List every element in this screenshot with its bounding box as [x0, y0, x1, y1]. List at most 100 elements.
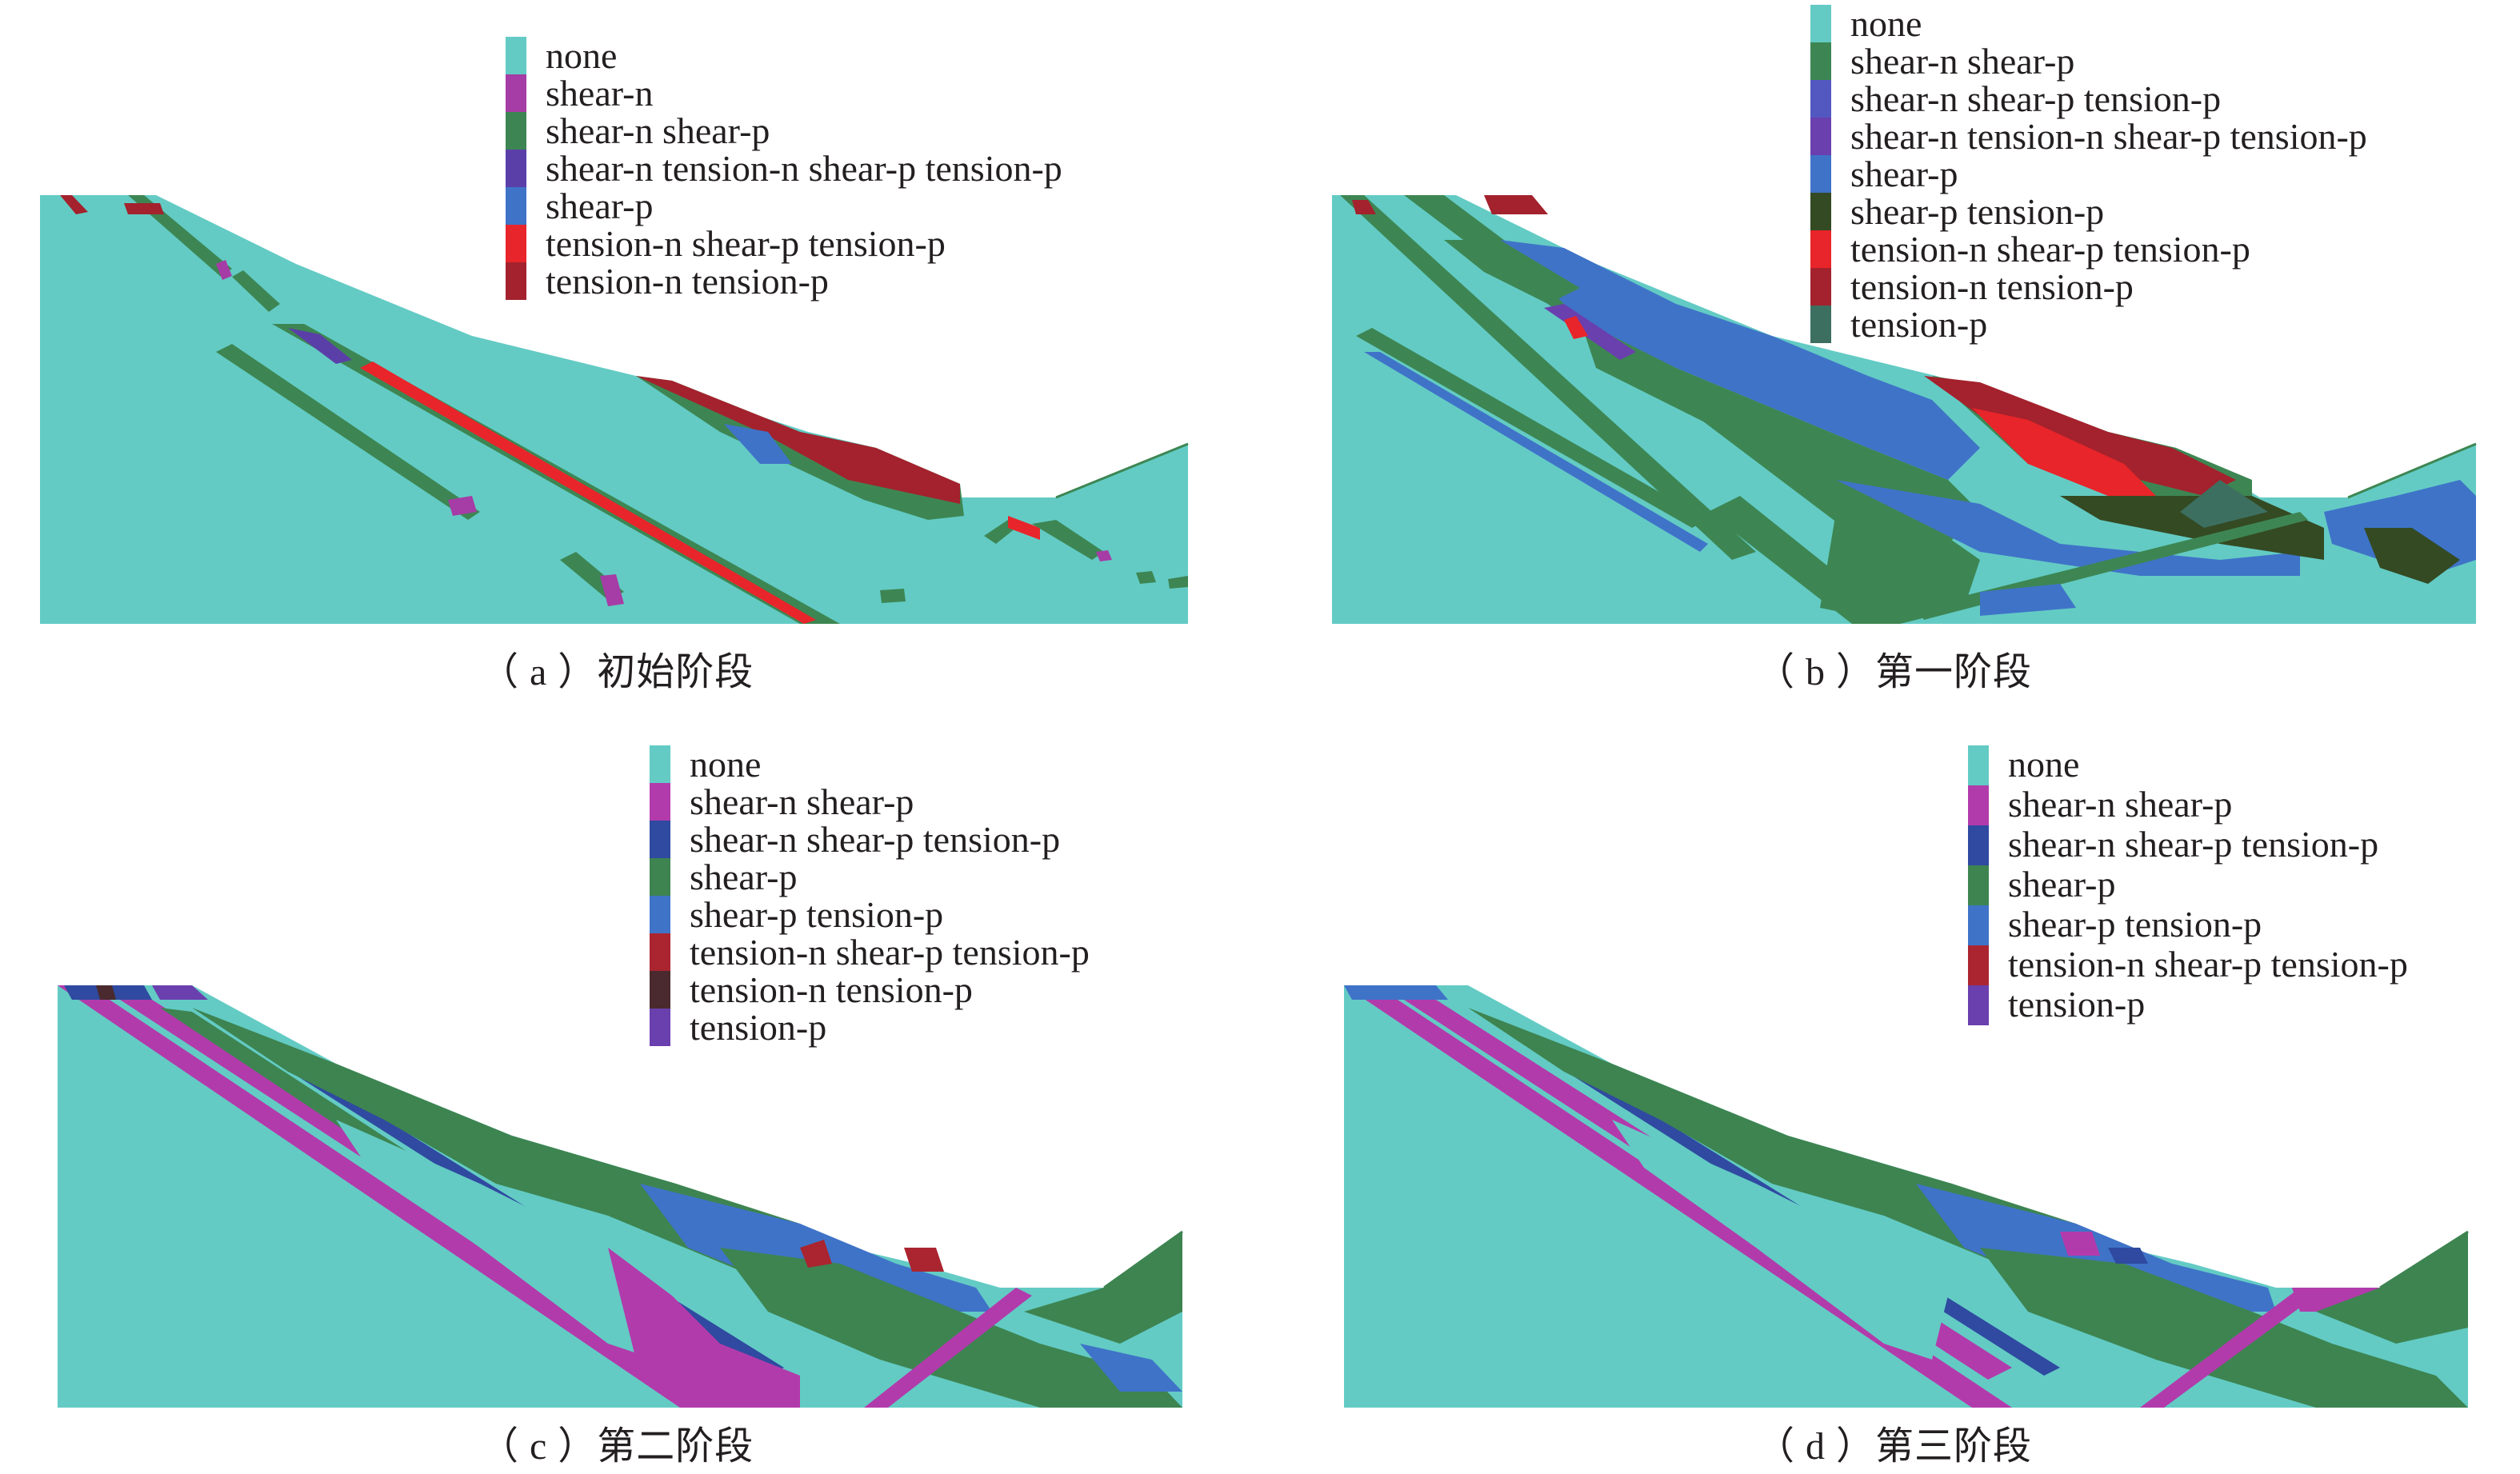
- plastic-band: [1096, 550, 1112, 561]
- plastic-band: [1136, 571, 1156, 584]
- plastic-band: [60, 195, 88, 214]
- panel-c: none shear-n shear-p shear-n shear-p ten…: [0, 736, 1260, 1474]
- legend-label: shear-n: [546, 73, 654, 114]
- plastic-band: [904, 1248, 944, 1272]
- legend-label: shear-p: [1850, 154, 1958, 194]
- legend-swatch: [650, 933, 670, 971]
- plastic-band: [152, 985, 208, 1000]
- slope-outline: [2379, 1230, 2469, 1289]
- plastic-band: [288, 328, 352, 364]
- legend-swatch: [1810, 306, 1831, 343]
- plastic-band: [216, 260, 232, 280]
- caption-d: （ d ）第三阶段: [1756, 1425, 2033, 1468]
- legend-label: none: [690, 744, 762, 785]
- plastic-band: [360, 362, 816, 624]
- legend-label: none: [546, 35, 618, 76]
- plastic-band: [1168, 576, 1188, 589]
- slope-body: [40, 195, 1188, 624]
- legend-label: tension-p: [690, 1007, 827, 1048]
- plastic-band: [636, 376, 960, 504]
- plastic-band: [124, 203, 164, 214]
- legend-label: shear-n shear-p: [2008, 784, 2233, 825]
- legend-label: tension-n shear-p tension-p: [690, 932, 1090, 973]
- plastic-band: [1564, 316, 1588, 339]
- plastic-band: [1444, 240, 1580, 304]
- plastic-band: [724, 424, 792, 464]
- plastic-band: [2364, 528, 2460, 584]
- plastic-band: [1340, 195, 1756, 560]
- plastic-band: [232, 270, 280, 312]
- plastic-band: [720, 1248, 1182, 1408]
- legend-swatch: [1968, 785, 1989, 825]
- plastic-band: [800, 1240, 832, 1268]
- legend-swatch: [1810, 118, 1831, 155]
- plastic-band: [1612, 1120, 1948, 1360]
- panel-d: none shear-n shear-p shear-n shear-p ten…: [1260, 736, 2520, 1474]
- legend-swatch: [1968, 865, 1989, 905]
- legend-swatch: [650, 971, 670, 1009]
- legend-swatch: [1968, 745, 1989, 785]
- legend-swatch: [650, 1009, 670, 1046]
- legend-label: tension-n shear-p tension-p: [2008, 944, 2408, 985]
- plastic-band: [1024, 1232, 1182, 1344]
- plastic-band: [1820, 504, 1980, 624]
- plastic-band: [1836, 480, 2300, 576]
- legend-label: tension-n tension-p: [1850, 266, 2134, 307]
- legend-swatch: [1810, 230, 1831, 268]
- plastic-band: [1500, 240, 1980, 480]
- plastic-band: [1924, 376, 2236, 496]
- plastic-band: [2108, 1248, 2148, 1264]
- panel-b: none shear-n shear-p shear-n shear-p ten…: [1260, 0, 2520, 720]
- legend-swatch: [1810, 193, 1831, 230]
- legend-swatch: [650, 783, 670, 821]
- legend-swatch: [1810, 155, 1831, 193]
- plastic-band: [880, 589, 906, 603]
- legend-label: shear-p: [546, 186, 654, 226]
- legend-label: shear-n shear-p: [546, 110, 770, 151]
- legend-swatch: [650, 821, 670, 858]
- plastic-band: [2140, 1288, 2316, 1408]
- plastic-band: [96, 985, 116, 1000]
- legend-swatch: [650, 896, 670, 933]
- plastic-band: [1080, 1344, 1182, 1392]
- legend-swatch: [506, 37, 526, 74]
- legend-label: tension-p: [1850, 304, 1988, 345]
- legend-label: shear-p: [690, 857, 798, 897]
- plastic-band: [864, 1288, 1032, 1408]
- legend-swatch: [506, 262, 526, 300]
- plastic-band: [1972, 408, 2156, 496]
- legend-label: tension-n tension-p: [690, 969, 973, 1010]
- legend-swatch: [1810, 5, 1831, 42]
- plastic-band: [2180, 480, 2268, 528]
- legend-swatch: [506, 187, 526, 225]
- panel-a: none shear-n shear-n shear-p shear-n ten…: [0, 0, 1260, 720]
- legend-label: shear-n shear-p: [1850, 41, 2075, 82]
- legend-label: shear-p tension-p: [1850, 191, 2105, 232]
- legend-label: tension-n shear-p tension-p: [1850, 229, 2250, 270]
- plastic-band: [216, 344, 480, 520]
- plastic-band: [336, 1120, 672, 1360]
- legend-label: tension-n shear-p tension-p: [546, 223, 946, 264]
- legend-label: shear-p tension-p: [2008, 904, 2262, 945]
- legend-swatch: [1968, 985, 1989, 1025]
- plastic-band: [608, 1248, 800, 1408]
- legend-label: shear-n shear-p tension-p: [690, 819, 1061, 860]
- plastic-band: [128, 195, 232, 277]
- legend-label: none: [1850, 3, 1922, 44]
- plastic-band: [1008, 516, 1040, 540]
- legend-swatch: [1968, 945, 1989, 985]
- legend-swatch: [650, 858, 670, 896]
- caption-b: （ b ）第一阶段: [1756, 651, 2033, 693]
- slope-outline: [1103, 1230, 1183, 1289]
- legend-label: tension-p: [2008, 984, 2146, 1025]
- legend-swatch: [1968, 905, 1989, 945]
- caption-c: （ c ）第二阶段: [480, 1425, 754, 1468]
- legend-swatch: [1810, 80, 1831, 118]
- legend-swatch: [1810, 42, 1831, 80]
- legend-label: shear-n shear-p: [690, 781, 914, 822]
- plastic-band: [1980, 1248, 2468, 1408]
- legend-swatch: [1968, 825, 1989, 865]
- slope-model-c: [58, 985, 1183, 1408]
- caption-a: （ a ）初始阶段: [480, 651, 754, 693]
- legend-swatch: [650, 745, 670, 783]
